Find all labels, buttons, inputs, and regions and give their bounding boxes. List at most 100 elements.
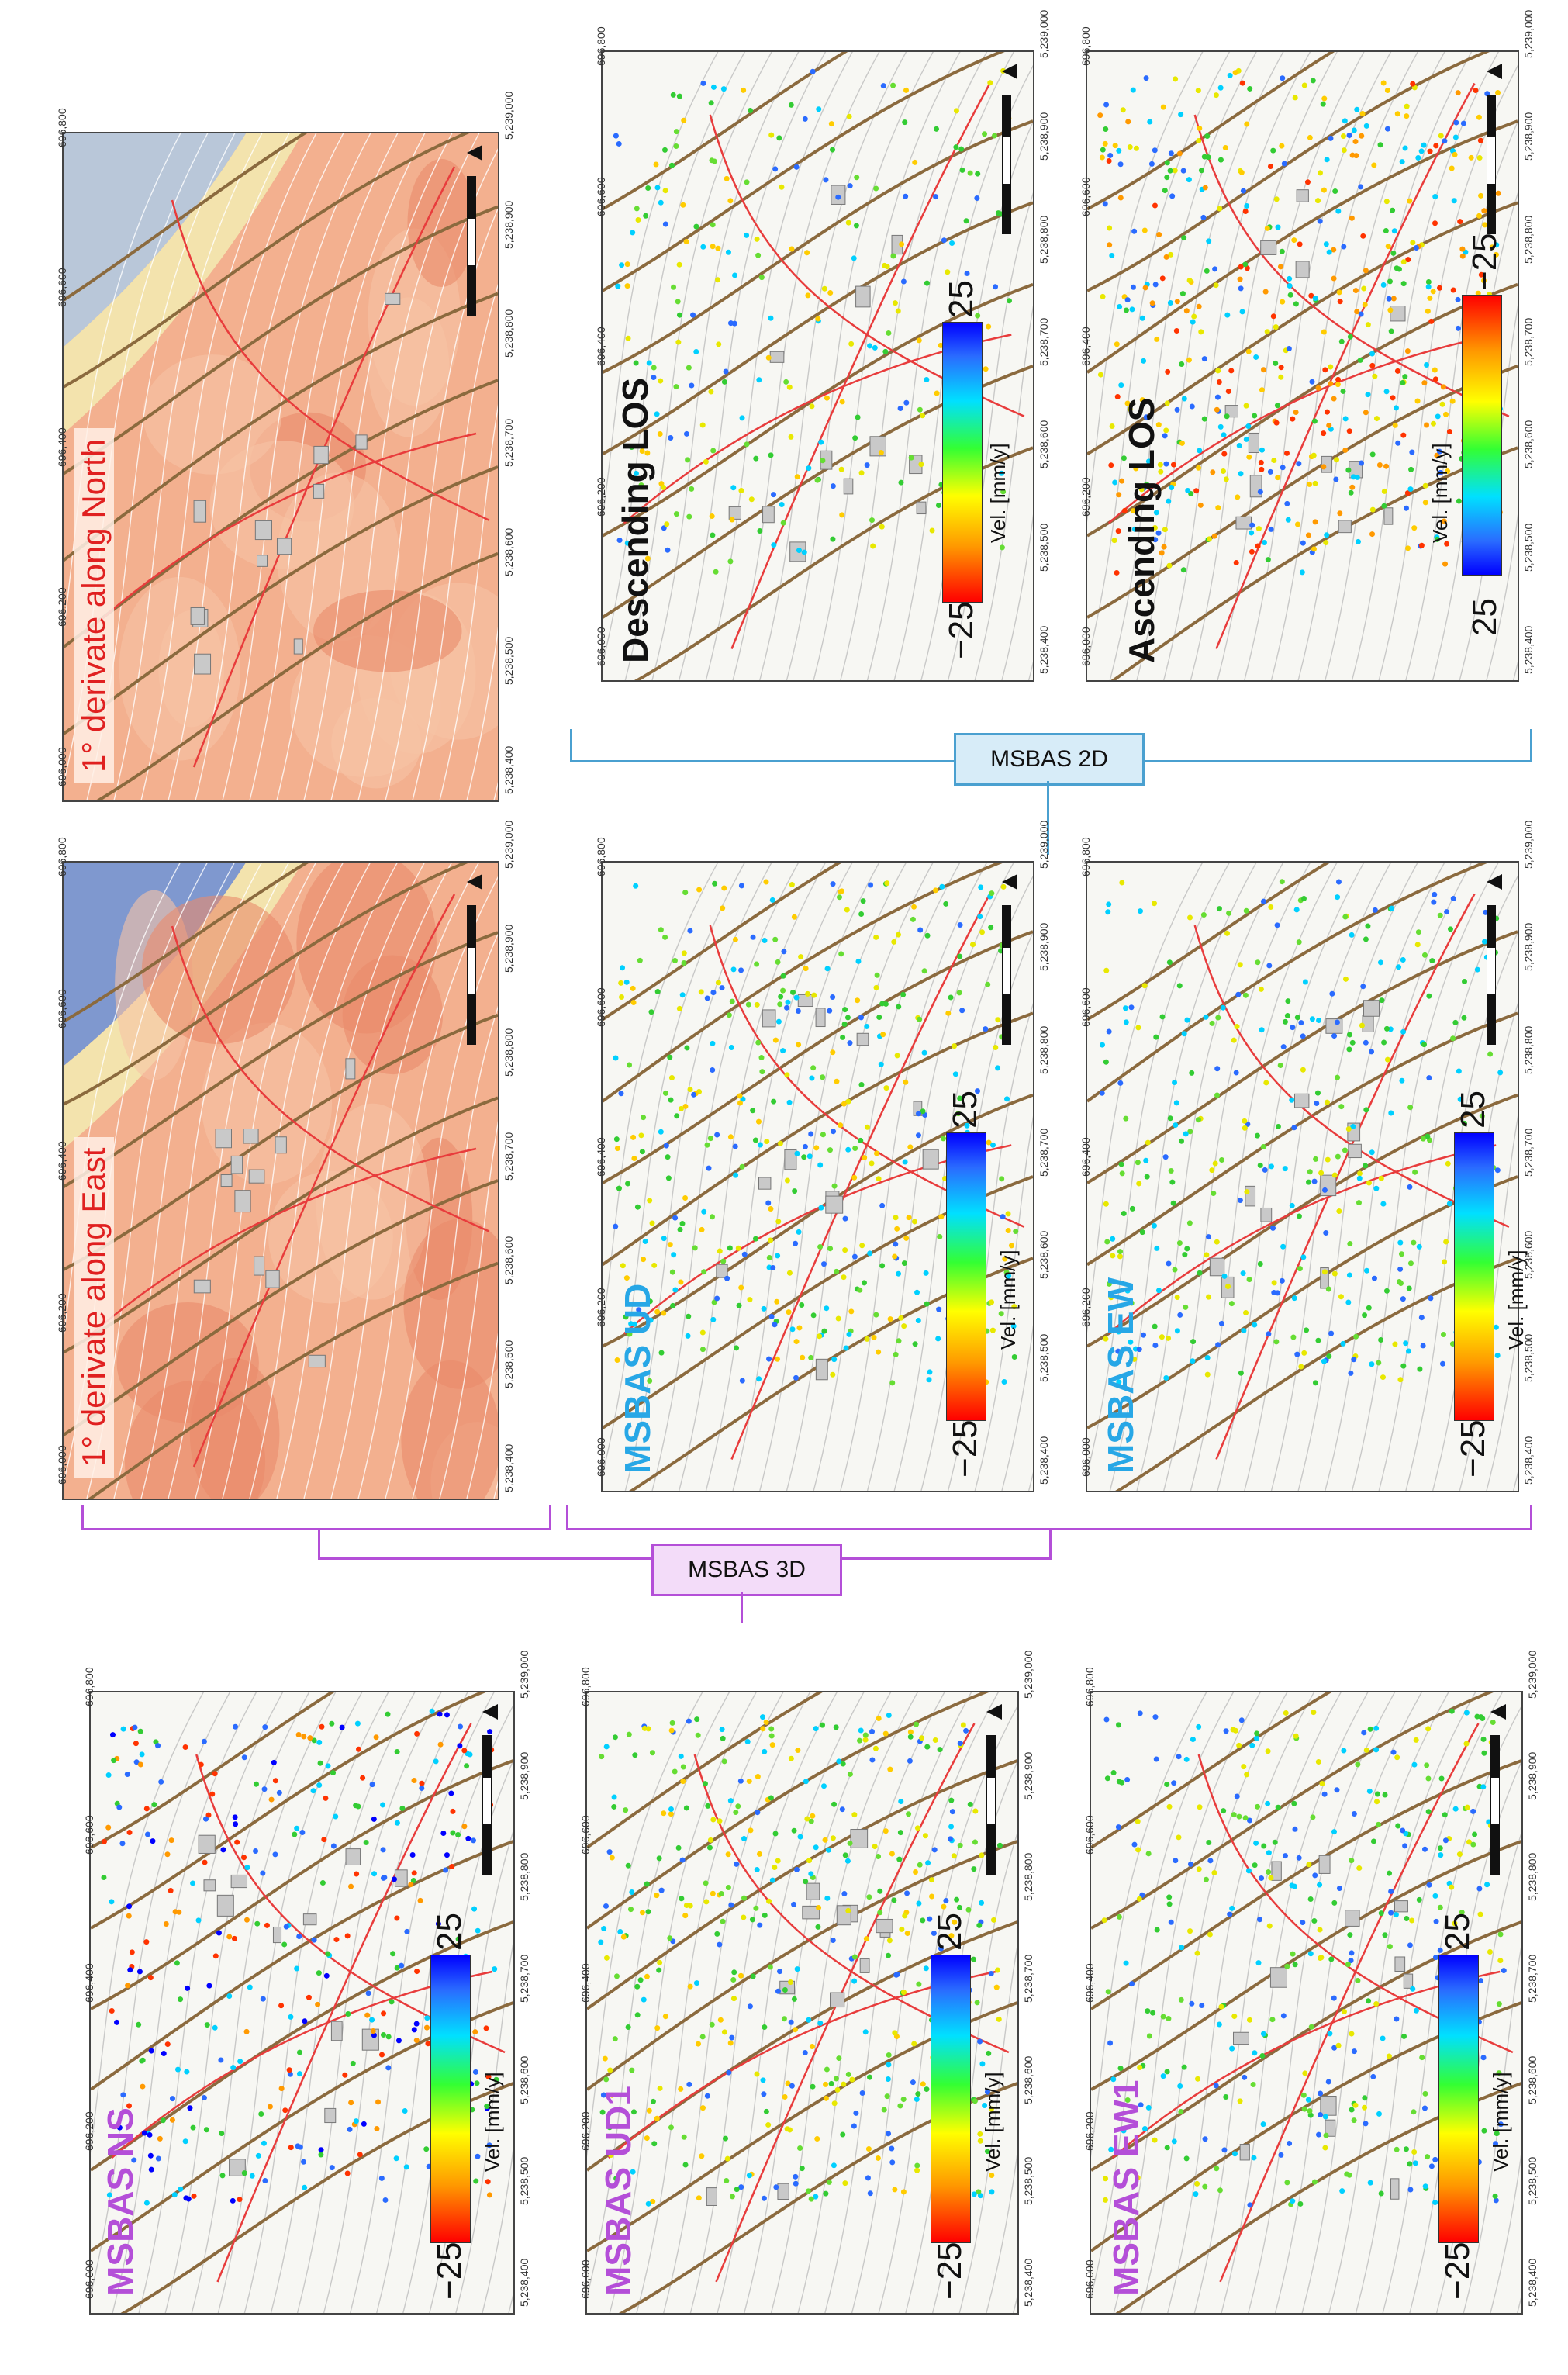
velocity-point [1117, 1253, 1123, 1260]
velocity-point [1178, 112, 1184, 118]
velocity-point [1129, 1205, 1135, 1212]
velocity-point [1312, 480, 1318, 486]
velocity-point [637, 1977, 644, 1983]
building [815, 1008, 826, 1028]
velocity-point [1106, 1281, 1112, 1287]
velocity-point [879, 1263, 886, 1269]
building [758, 1177, 772, 1190]
velocity-point [1342, 447, 1349, 453]
velocity-point [629, 2067, 635, 2073]
velocity-point [872, 1844, 878, 1850]
velocity-point [1114, 569, 1120, 576]
velocity-point [1316, 1017, 1322, 1023]
northing-label: 5,238,400 [1022, 2258, 1034, 2307]
building [193, 500, 207, 523]
velocity-point [1307, 1951, 1314, 1957]
velocity-point [1305, 532, 1311, 538]
velocity-point [1257, 489, 1263, 495]
velocity-point [614, 1146, 620, 1152]
velocity-point [1476, 155, 1483, 161]
velocity-point [1334, 1787, 1340, 1793]
velocity-point [1404, 103, 1410, 109]
velocity-point [1462, 978, 1468, 984]
velocity-point [1003, 1096, 1010, 1102]
velocity-point [1141, 2126, 1148, 2132]
velocity-point [707, 1136, 713, 1142]
velocity-point [356, 1746, 362, 1752]
velocity-point [726, 2069, 732, 2076]
velocity-point [1283, 1710, 1289, 1716]
velocity-point [627, 1331, 633, 1337]
building [308, 1354, 326, 1368]
velocity-point [902, 1159, 908, 1165]
velocity-point [806, 1153, 813, 1160]
velocity-point [201, 1738, 207, 1744]
building [856, 1032, 869, 1046]
velocity-point [1341, 147, 1347, 154]
velocity-point [872, 344, 878, 351]
velocity-point [380, 1875, 386, 1881]
velocity-point [1162, 1154, 1169, 1160]
velocity-point [1101, 1917, 1107, 1924]
velocity-point [1214, 1092, 1220, 1098]
velocity-point [1108, 462, 1114, 468]
velocity-point [841, 1101, 847, 1107]
velocity-point [1232, 70, 1238, 76]
velocity-point [1421, 142, 1427, 148]
velocity-point [1481, 2128, 1487, 2134]
velocity-point [658, 199, 664, 206]
velocity-point [1220, 1004, 1226, 1011]
velocity-point [945, 1010, 952, 1016]
contour-line [1001, 514, 1033, 680]
velocity-point [1300, 1254, 1307, 1260]
velocity-point [635, 217, 641, 223]
contour-line [1087, 52, 1231, 666]
velocity-point [1168, 1167, 1174, 1174]
velocity-point [1321, 1187, 1328, 1193]
velocity-point [892, 1253, 898, 1260]
velocity-point [974, 1088, 980, 1094]
contour-line [663, 1692, 811, 2313]
building [1394, 1956, 1406, 1972]
velocity-point [1184, 1017, 1190, 1023]
velocity-point [1266, 1923, 1273, 1929]
velocity-point [811, 992, 817, 998]
velocity-point [917, 1862, 923, 1868]
velocity-point [1212, 266, 1218, 272]
velocity-point [717, 1941, 723, 1948]
velocity-point [1338, 1294, 1344, 1300]
velocity-point [685, 457, 691, 463]
velocity-point [1457, 1096, 1463, 1102]
velocity-point [960, 1722, 966, 1728]
velocity-point [625, 1181, 631, 1187]
velocity-point [1163, 461, 1169, 467]
velocity-point [739, 1163, 745, 1170]
velocity-point [738, 2184, 744, 2190]
contour-line [1091, 1692, 1235, 2299]
velocity-point [851, 1954, 858, 1960]
velocity-point [1236, 1742, 1242, 1748]
velocity-point [1311, 1918, 1318, 1924]
velocity-point [1116, 1779, 1122, 1785]
northing-label: 5,238,800 [1522, 1025, 1535, 1074]
velocity-point [710, 448, 717, 454]
easting-label: 696,000 [1079, 627, 1092, 666]
velocity-point [763, 1719, 769, 1725]
contour-line [636, 1692, 784, 2313]
velocity-point [1225, 389, 1231, 395]
velocity-point [671, 1252, 677, 1258]
velocity-point [175, 2066, 181, 2073]
velocity-point [1246, 1817, 1252, 1824]
contour-line [113, 133, 263, 800]
easting-label: 696,400 [595, 327, 607, 366]
velocity-point [1294, 1351, 1300, 1357]
velocity-point [423, 2024, 430, 2031]
velocity-point [630, 230, 636, 236]
velocity-point [131, 2157, 137, 2163]
velocity-point [856, 1737, 862, 1744]
velocity-point [253, 1848, 259, 1854]
velocity-point [817, 2020, 824, 2026]
velocity-point [841, 1891, 848, 1897]
velocity-point [411, 1778, 417, 1784]
velocity-point [1356, 1200, 1362, 1206]
